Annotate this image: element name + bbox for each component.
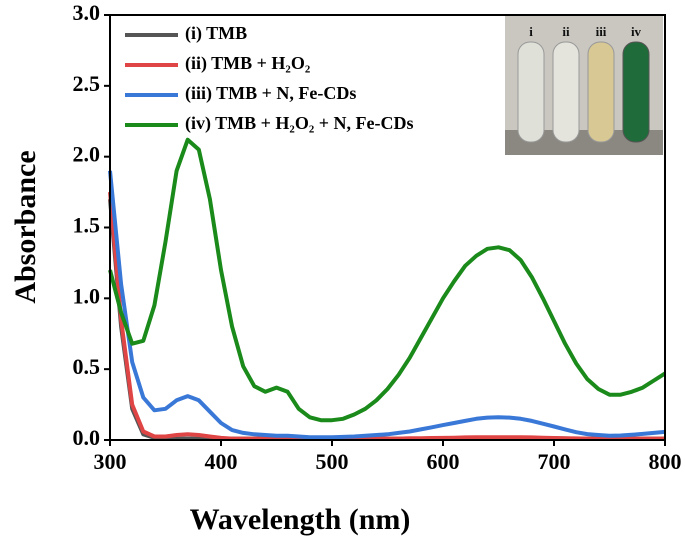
vial [552,41,580,143]
x-tick-label: 800 [649,449,682,474]
x-tick-label: 600 [427,449,460,474]
vial [587,41,615,143]
line-series [108,199,665,441]
y-tick-label: 0.0 [73,425,101,450]
legend-label: (iii) TMB + N, Fe-CDs [185,83,356,104]
line-series [108,191,665,441]
line-series [108,137,667,423]
x-axis-title: Wavelength (nm) [190,503,411,536]
y-tick-label: 1.0 [73,283,101,308]
y-axis-title: Absorbance [9,150,42,303]
vial-label: iii [596,24,607,39]
y-tick-label: 0.5 [73,354,101,379]
vial-label: iv [631,24,642,39]
x-tick-label: 500 [316,449,349,474]
legend-label: (ii) TMB + H₂O₂ [185,53,310,74]
vial [517,41,545,143]
line-series [108,170,666,440]
x-tick-label: 700 [538,449,571,474]
y-tick-label: 1.5 [73,213,101,238]
x-tick-label: 400 [205,449,238,474]
vial [622,41,650,143]
y-tick-label: 2.0 [73,142,101,167]
vial-label: i [529,24,533,39]
vial-label: ii [562,24,570,39]
inset-photo [505,15,663,155]
y-tick-label: 2.5 [73,71,101,96]
y-tick-label: 3.0 [73,0,101,25]
plot-frame [109,14,666,441]
legend-label: (i) TMB [185,23,247,44]
legend-label: (iv) TMB + H₂O₂ + N, Fe-CDs [185,113,413,134]
x-tick-label: 300 [94,449,127,474]
